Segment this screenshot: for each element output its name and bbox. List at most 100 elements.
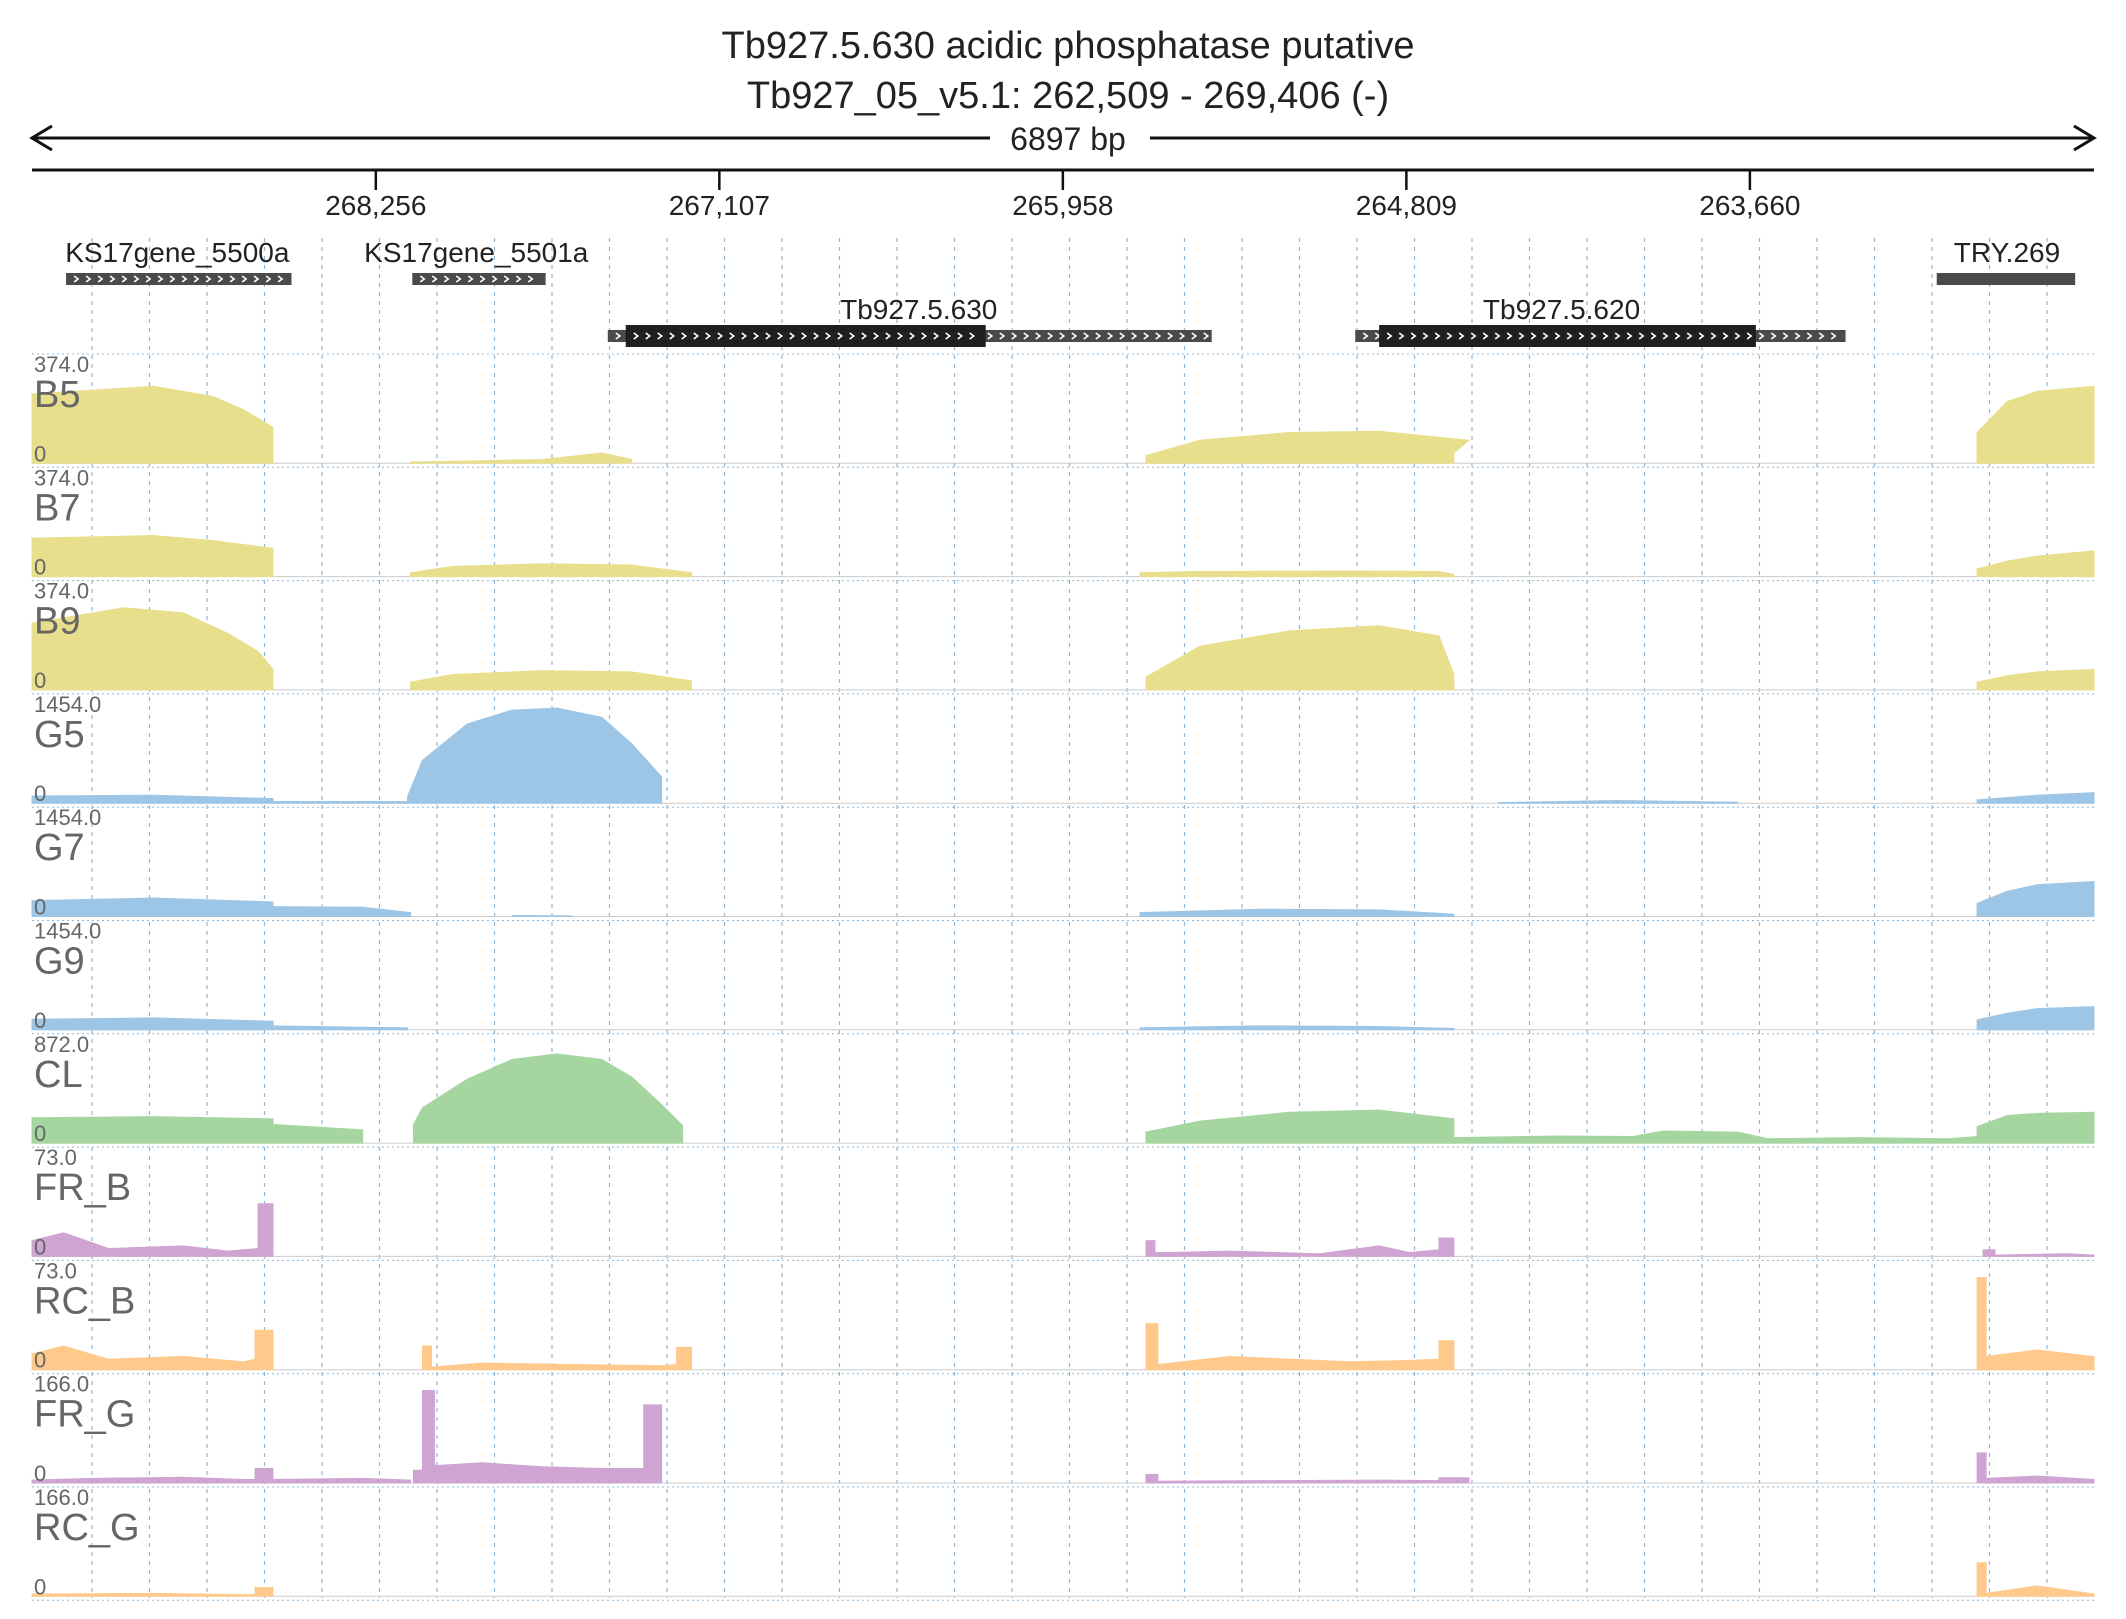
coverage-area <box>1145 1323 1455 1371</box>
strand-chevron-icon <box>241 275 248 283</box>
track-min-label: 0 <box>34 1008 46 1033</box>
track-max-label: 872.0 <box>34 1032 89 1057</box>
strand-chevron-icon <box>1059 332 1066 340</box>
track-min-label: 0 <box>34 441 46 466</box>
strand-chevron-icon <box>1722 332 1729 340</box>
gene-feature-label: KS17gene_5501a <box>364 237 589 268</box>
track-name-label: FR_B <box>34 1167 131 1209</box>
strand-chevron-icon <box>1203 332 1210 340</box>
strand-chevron-icon <box>1107 332 1114 340</box>
strand-chevron-icon <box>729 332 736 340</box>
gene-feature[interactable]: KS17gene_5500a <box>65 237 292 285</box>
x-tick-label: 264,809 <box>1356 190 1457 221</box>
coverage-area <box>31 794 274 804</box>
strand-chevron-icon <box>1626 332 1633 340</box>
coverage-area <box>1976 1111 2095 1144</box>
track-max-label: 166.0 <box>34 1372 89 1397</box>
track-max-label: 73.0 <box>34 1258 77 1283</box>
strand-chevron-icon <box>491 275 498 283</box>
strand-chevron-icon <box>1143 332 1150 340</box>
figure-title: Tb927.5.630 acidic phosphatase putative <box>722 25 1415 67</box>
locus-coordinates: Tb927_05_v5.1: 262,509 - 269,406 (-) <box>747 75 1389 117</box>
strand-chevron-icon <box>229 275 236 283</box>
span-length-label: 6897 bp <box>1010 121 1126 157</box>
strand-chevron-icon <box>1614 332 1621 340</box>
coverage-track: 1454.0G7 0 <box>31 805 2095 920</box>
strand-chevron-icon <box>1818 332 1825 340</box>
axis-ticks: 268,256 267,107 265,958 264,809 263,660 <box>325 170 1800 221</box>
coverage-track: 374.0B9 0 <box>31 579 2095 693</box>
track-min-label: 0 <box>34 895 46 920</box>
strand-chevron-icon <box>717 332 724 340</box>
strand-chevron-icon <box>1083 332 1090 340</box>
strand-chevron-icon <box>1386 332 1393 340</box>
gene-feature[interactable]: Tb927.5.630 <box>607 294 1212 347</box>
coverage-area <box>1976 668 2095 691</box>
strand-chevron-icon <box>181 275 188 283</box>
coverage-area <box>1453 1130 1769 1144</box>
track-min-label: 0 <box>34 555 46 580</box>
strand-chevron-icon <box>515 275 522 283</box>
gene-feature-label: TRY.269 <box>1954 237 2060 268</box>
strand-chevron-icon <box>1602 332 1609 340</box>
strand-chevron-icon <box>885 332 892 340</box>
strand-chevron-icon <box>1035 332 1042 340</box>
track-max-label: 374.0 <box>34 465 89 490</box>
gene-feature-label: Tb927.5.630 <box>840 294 997 325</box>
strand-chevron-icon <box>1806 332 1813 340</box>
strand-chevron-icon <box>479 275 486 283</box>
coverage-area <box>1976 550 2095 578</box>
coverage-area <box>272 801 409 804</box>
strand-chevron-icon <box>1698 332 1705 340</box>
coverage-area <box>409 670 693 691</box>
strand-chevron-icon <box>777 332 784 340</box>
coverage-area <box>31 1203 274 1257</box>
coverage-area <box>272 906 411 917</box>
strand-chevron-icon <box>73 275 80 283</box>
gene-feature[interactable]: TRY.269 <box>1936 237 2076 285</box>
coverage-area <box>31 1468 274 1484</box>
gene-feature-label: KS17gene_5500a <box>65 237 290 268</box>
track-max-label: 166.0 <box>34 1485 89 1510</box>
strand-chevron-icon <box>1179 332 1186 340</box>
coverage-area <box>1498 800 1739 804</box>
strand-chevron-icon <box>1770 332 1777 340</box>
strand-chevron-icon <box>1362 332 1369 340</box>
strand-chevron-icon <box>467 275 474 283</box>
coverage-area <box>1976 1277 2095 1371</box>
strand-chevron-icon <box>765 332 772 340</box>
strand-chevron-icon <box>801 332 808 340</box>
strand-chevron-icon <box>1482 332 1489 340</box>
gene-feature[interactable]: Tb927.5.620 <box>1355 294 1846 347</box>
track-min-label: 0 <box>34 1234 46 1259</box>
strand-chevron-icon <box>1434 332 1441 340</box>
vertical-gridlines <box>91 238 2048 1598</box>
gene-feature[interactable]: KS17gene_5501a <box>364 237 589 285</box>
track-min-label: 0 <box>34 1121 46 1146</box>
coverage-area <box>31 607 274 691</box>
strand-chevron-icon <box>1554 332 1561 340</box>
track-name-label: RC_G <box>34 1507 140 1549</box>
coverage-area <box>272 1123 364 1144</box>
strand-chevron-icon <box>861 332 868 340</box>
strand-chevron-icon <box>921 332 928 340</box>
coverage-area <box>412 1389 663 1484</box>
strand-chevron-icon <box>873 332 880 340</box>
x-tick-label: 265,958 <box>1012 190 1113 221</box>
strand-chevron-icon <box>1734 332 1741 340</box>
strand-chevron-icon <box>1518 332 1525 340</box>
strand-chevron-icon <box>1458 332 1465 340</box>
coverage-area <box>1145 1109 1455 1144</box>
strand-chevron-icon <box>97 275 104 283</box>
strand-chevron-icon <box>1023 332 1030 340</box>
coverage-area <box>1139 908 1455 917</box>
x-tick-label: 268,256 <box>325 190 426 221</box>
coverage-area <box>409 563 693 578</box>
strand-chevron-icon <box>1155 332 1162 340</box>
strand-chevron-icon <box>1530 332 1537 340</box>
x-tick-label: 267,107 <box>669 190 770 221</box>
track-max-label: 374.0 <box>34 579 89 604</box>
coverage-area <box>31 1116 274 1144</box>
strand-chevron-icon <box>705 332 712 340</box>
